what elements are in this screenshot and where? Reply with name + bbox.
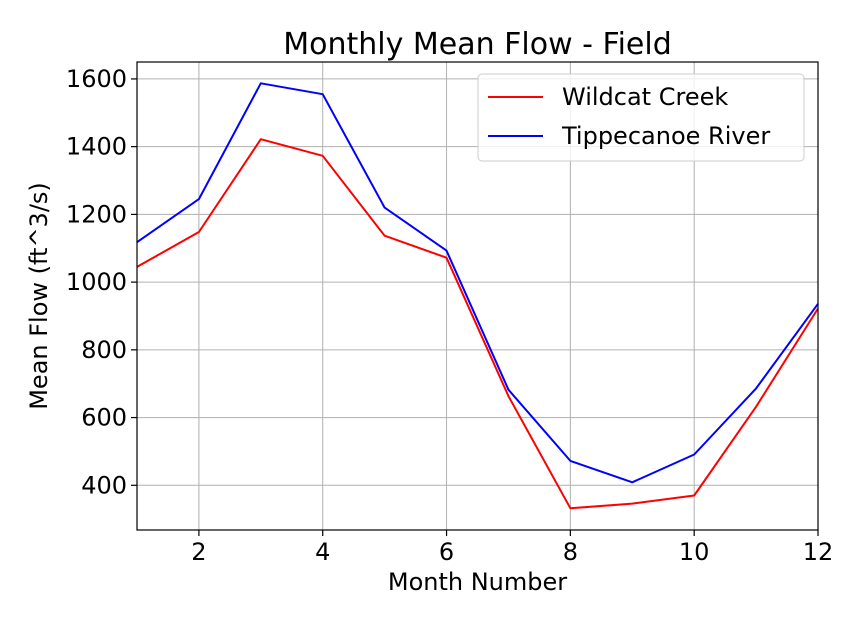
y-tick-label: 400 [81, 471, 127, 499]
legend-box [477, 73, 805, 162]
y-tick-label: 600 [81, 404, 127, 432]
y-tick-label: 1000 [66, 268, 127, 296]
x-tick-label: 8 [563, 538, 578, 566]
x-tick-label: 2 [191, 538, 206, 566]
series-lines [136, 82, 819, 510]
axis-ticks: 2 4 6 8 10 12 400 600 800 1000 1200 1400 1600 [66, 65, 833, 566]
series-line-tippecanoe-river [136, 82, 819, 484]
y-tick-label: 1400 [66, 133, 127, 161]
y-axis-label: Mean Flow (ft^3/s) [25, 182, 53, 410]
series-line-wildcat-creek [136, 138, 819, 510]
x-tick-label: 10 [679, 538, 710, 566]
legend-label-wildcat-creek: Wildcat Creek [562, 83, 728, 111]
legend: Wildcat Creek Tippecanoe River [477, 73, 805, 162]
y-tick-label: 800 [81, 336, 127, 364]
y-tick-label: 1600 [66, 65, 127, 93]
plot-frame [136, 61, 819, 531]
x-tick-label: 4 [315, 538, 330, 566]
y-tick-label: 1200 [66, 200, 127, 228]
x-axis-label: Month Number [388, 568, 567, 596]
legend-label-tippecanoe-river: Tippecanoe River [561, 122, 770, 150]
x-tick-label: 6 [439, 538, 454, 566]
x-tick-label: 12 [803, 538, 834, 566]
chart-title: Monthly Mean Flow - Field [283, 27, 672, 62]
